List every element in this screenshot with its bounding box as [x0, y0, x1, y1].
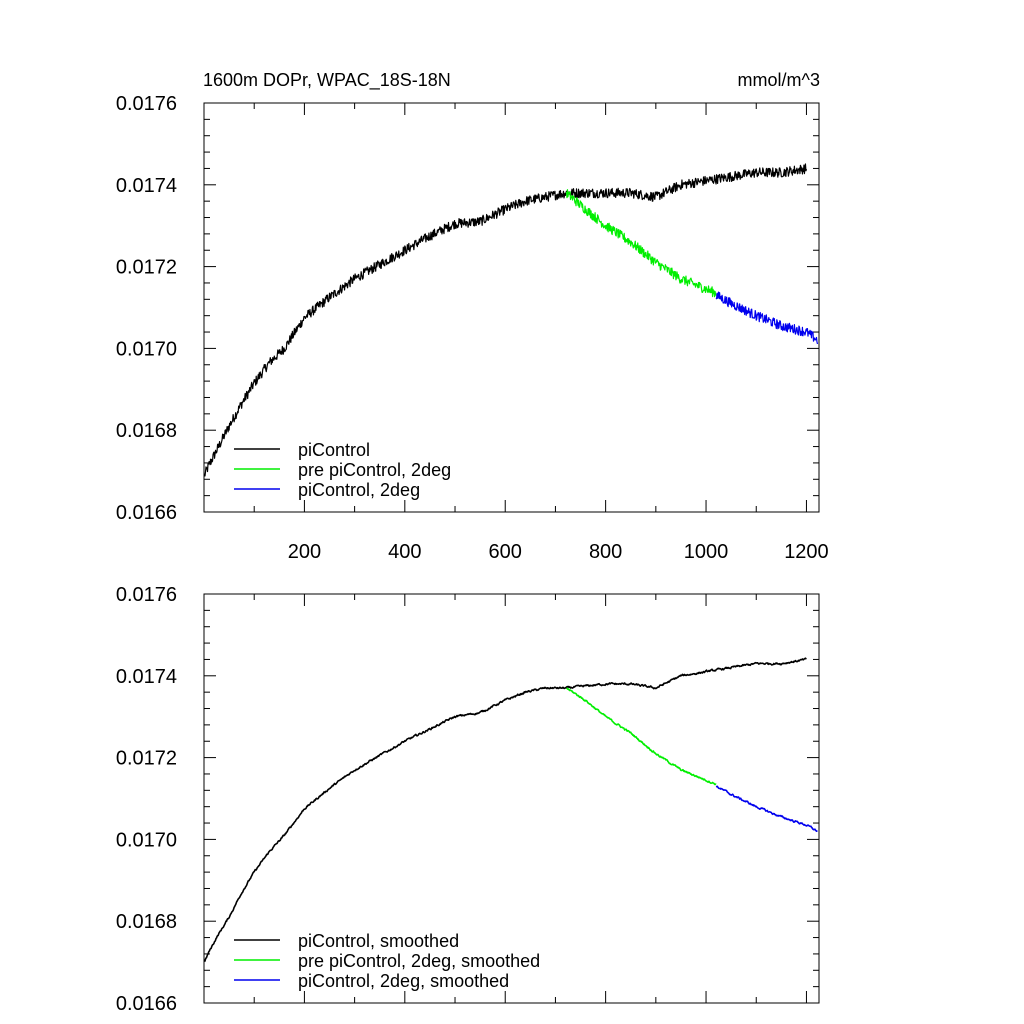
top-panel: 1600m DOPr, WPAC_18S-18N mmol/m^3 0.0166…: [116, 70, 829, 563]
bottom-panel: 0.0166 0.0168 0.0170 0.0172 0.0174 0.0176 piC…: [116, 584, 820, 1015]
y-tick-labels: 0.0166 0.0168 0.0170 0.0172 0.0174 0.0176: [116, 584, 177, 1015]
y-tick-label: 0.0168: [116, 420, 177, 442]
series-line: [566, 687, 717, 786]
y-tick-label: 0.0166: [116, 502, 177, 524]
series-line: [203, 657, 807, 963]
legend-label: piControl, smoothed: [298, 931, 459, 951]
x-tick-label: 800: [589, 541, 622, 563]
x-tick-label: 400: [388, 541, 421, 563]
y-tick-label: 0.0172: [116, 748, 177, 770]
y-tick-label: 0.0172: [116, 257, 177, 279]
series-line: [715, 291, 819, 345]
units-label: mmol/m^3: [738, 70, 820, 90]
chart-title: 1600m DOPr, WPAC_18S-18N: [203, 70, 451, 91]
y-tick-labels: 0.0166 0.0168 0.0170 0.0172 0.0174 0.0176: [116, 93, 177, 524]
plot-frame: [203, 102, 820, 513]
plot-frame: [203, 593, 820, 1004]
x-tick-label: 1000: [684, 541, 729, 563]
series-lines: [203, 163, 819, 477]
series-line: [565, 189, 717, 298]
series-lines: [203, 657, 818, 963]
x-tick-label: 600: [489, 541, 522, 563]
y-tick-label: 0.0168: [116, 911, 177, 933]
x-tick-label: 200: [288, 541, 321, 563]
x-tick-label: 1200: [784, 541, 829, 563]
series-line: [203, 163, 808, 477]
x-tick-labels: 200 400 600 800 1000 1200: [288, 541, 829, 563]
y-tick-label: 0.0174: [116, 666, 177, 688]
legend-label: pre piControl, 2deg, smoothed: [298, 951, 540, 971]
y-tick-label: 0.0170: [116, 338, 177, 360]
legend-label: pre piControl, 2deg: [298, 460, 451, 480]
y-tick-label: 0.0174: [116, 175, 177, 197]
y-tick-label: 0.0176: [116, 93, 177, 115]
legend-label: piControl: [298, 440, 370, 460]
y-tick-label: 0.0170: [116, 829, 177, 851]
legend-label: piControl, 2deg, smoothed: [298, 971, 509, 991]
axis-ticks: [204, 102, 819, 513]
series-line: [715, 785, 818, 833]
y-tick-label: 0.0166: [116, 993, 177, 1015]
legend-label: piControl, 2deg: [298, 480, 420, 500]
y-tick-label: 0.0176: [116, 584, 177, 606]
axis-ticks: [204, 593, 819, 1004]
